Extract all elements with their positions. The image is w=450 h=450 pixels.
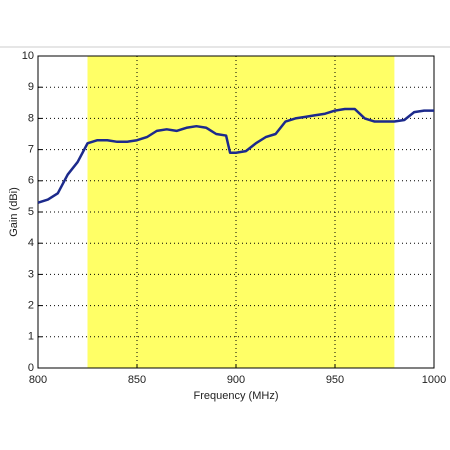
- y-tick-label: 0: [28, 362, 34, 374]
- plot-frame: [37, 55, 435, 369]
- x-tick-label: 900: [227, 374, 245, 386]
- y-tick-label: 2: [28, 300, 34, 312]
- y-tick-label: 3: [28, 268, 34, 280]
- y-tick-label: 5: [28, 206, 34, 218]
- y-tick-label: 9: [28, 81, 34, 93]
- x-tick-label: 850: [128, 374, 146, 386]
- y-tick-label: 1: [28, 331, 34, 343]
- y-axis-label: Gain (dBi): [8, 187, 20, 237]
- y-tick-label: 4: [28, 237, 34, 249]
- data-line: [37, 107, 434, 204]
- y-tick-label: 7: [28, 144, 34, 156]
- y-tick-label: 10: [22, 50, 34, 62]
- x-axis-label: Frequency (MHz): [194, 390, 279, 402]
- x-tick-label: 1000: [422, 374, 446, 386]
- y-tick-label: 8: [28, 112, 34, 124]
- x-tick-label: 950: [326, 374, 344, 386]
- y-tick-label: 6: [28, 175, 34, 187]
- x-tick-label: 800: [29, 374, 47, 386]
- highlight-band: [87, 56, 395, 368]
